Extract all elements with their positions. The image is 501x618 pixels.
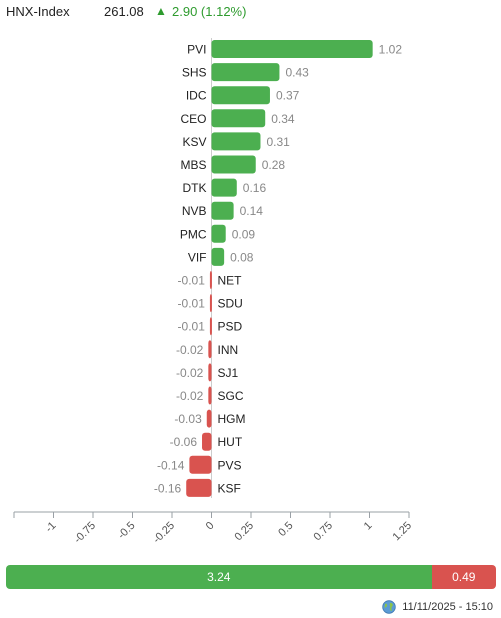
category-label-psd: PSD — [218, 320, 243, 334]
category-label-hgm: HGM — [218, 412, 246, 426]
value-label-hut: -0.06 — [170, 435, 198, 449]
value-label-shs: 0.43 — [285, 66, 309, 80]
bar-pmc — [211, 224, 226, 243]
category-label-pvs: PVS — [218, 458, 242, 472]
category-label-ksf: KSF — [218, 481, 241, 495]
bar-sgc — [208, 386, 212, 405]
bar-mbs — [211, 155, 256, 174]
index-value: 261.08 — [104, 4, 144, 19]
bar-hgm — [206, 409, 212, 428]
value-label-ksv: 0.31 — [266, 135, 290, 149]
category-label-ksv: KSV — [182, 135, 206, 149]
value-label-nvb: 0.14 — [240, 204, 264, 218]
category-label-vif: VIF — [188, 250, 207, 264]
category-label-shs: SHS — [182, 66, 207, 80]
category-label-mbs: MBS — [180, 158, 206, 172]
index-change: 2.90 (1.12%) — [172, 4, 247, 19]
bar-nvb — [211, 201, 234, 220]
value-label-sgc: -0.02 — [176, 389, 204, 403]
value-label-psd: -0.01 — [178, 320, 206, 334]
bar-idc — [211, 86, 270, 105]
bar-sdu — [209, 294, 212, 313]
value-label-hgm: -0.03 — [174, 412, 202, 426]
x-tick-label: 0.75 — [311, 520, 335, 544]
x-tick-label: -0.75 — [72, 520, 98, 546]
value-label-pvi: 1.02 — [379, 43, 403, 57]
bar-dtk — [211, 178, 237, 197]
bar-pvi — [211, 40, 373, 58]
value-label-sj1: -0.02 — [176, 366, 204, 380]
index-name: HNX-Index — [6, 4, 70, 19]
value-label-inn: -0.02 — [176, 343, 204, 357]
bar-ceo — [211, 109, 266, 128]
category-label-ceo: CEO — [180, 112, 206, 126]
bar-sj1 — [208, 363, 212, 382]
bar-shs — [211, 63, 280, 82]
category-label-sdu: SDU — [218, 297, 243, 311]
globe-icon — [382, 600, 396, 614]
bar-hut — [202, 432, 212, 451]
contribution-bar-chart: PVI 1.02 SHS 0.43 IDC 0.37 CEO 0.34 KSV 0.31 MBS 0.… — [13, 38, 414, 546]
category-label-sgc: SGC — [218, 389, 244, 403]
bar-ksf — [186, 478, 212, 497]
category-label-sj1: SJ1 — [218, 366, 239, 380]
value-label-vif: 0.08 — [230, 250, 254, 264]
category-label-hut: HUT — [218, 435, 243, 449]
value-label-ksf: -0.16 — [154, 481, 182, 495]
x-tick-label: -1 — [43, 520, 58, 535]
x-tick-label: -0.5 — [116, 520, 138, 542]
x-tick-label: 0.25 — [232, 520, 256, 544]
value-label-pmc: 0.09 — [232, 227, 256, 241]
x-tick-label: -0.25 — [151, 520, 177, 546]
bar-ksv — [211, 132, 261, 151]
x-tick-label: 0.5 — [276, 520, 295, 539]
bar-pvs — [189, 455, 212, 474]
bar-net — [209, 271, 212, 289]
category-label-idc: IDC — [186, 89, 207, 103]
x-tick-label: 1.25 — [390, 520, 414, 544]
category-label-dtk: DTK — [183, 181, 207, 195]
value-label-pvs: -0.14 — [157, 458, 185, 472]
bar-inn — [208, 340, 212, 359]
summary-bar: 3.24 0.49 — [6, 565, 496, 589]
summary-negative: 0.49 — [431, 565, 496, 589]
footer: 11/11/2025 - 15:10 — [382, 599, 493, 615]
up-arrow-icon: ▲ — [155, 4, 167, 18]
category-label-inn: INN — [218, 343, 239, 357]
summary-positive: 3.24 — [6, 565, 432, 589]
category-label-pvi: PVI — [187, 43, 206, 57]
bar-psd — [209, 317, 212, 336]
value-label-sdu: -0.01 — [178, 297, 206, 311]
category-label-net: NET — [218, 274, 243, 288]
category-label-pmc: PMC — [180, 227, 207, 241]
timestamp: 11/11/2025 - 15:10 — [402, 601, 493, 613]
bar-vif — [211, 247, 225, 266]
x-tick-label: 0 — [204, 520, 217, 533]
value-label-dtk: 0.16 — [243, 181, 267, 195]
category-label-nvb: NVB — [182, 204, 207, 218]
value-label-ceo: 0.34 — [271, 112, 295, 126]
value-label-net: -0.01 — [178, 274, 206, 288]
value-label-mbs: 0.28 — [262, 158, 286, 172]
x-tick-label: 1 — [362, 520, 375, 533]
index-header: HNX-Index 261.08 ▲ 2.90 (1.12%) — [6, 4, 246, 22]
value-label-idc: 0.37 — [276, 89, 300, 103]
